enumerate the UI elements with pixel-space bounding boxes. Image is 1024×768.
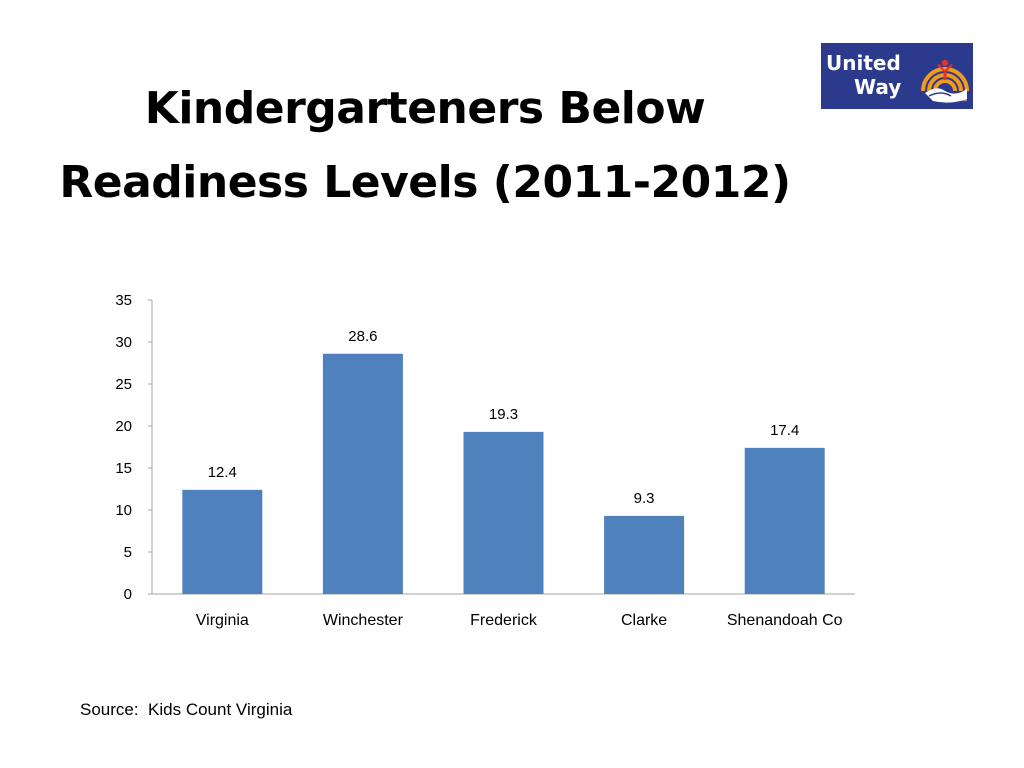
data-label: 19.3 (489, 406, 518, 423)
y-tick-label: 0 (124, 586, 132, 603)
slide-title: Kindergarteners Below Readiness Levels (… (20, 72, 830, 220)
united-way-logo: United Way ™ (821, 43, 973, 109)
united-way-emblem-icon (921, 59, 969, 103)
x-tick-label: Clarke (621, 612, 667, 629)
data-label: 28.6 (348, 328, 377, 345)
y-tick-label: 30 (115, 334, 132, 351)
y-tick-label: 25 (115, 376, 132, 393)
bar (463, 431, 544, 594)
x-tick-label: Frederick (470, 612, 538, 629)
bar (322, 353, 403, 594)
logo-trademark: ™ (961, 99, 967, 105)
y-tick-label: 15 (115, 460, 132, 477)
x-tick-label: Virginia (196, 612, 249, 629)
y-tick-label: 35 (115, 292, 132, 309)
y-tick-label: 10 (115, 502, 132, 519)
y-tick-label: 5 (124, 544, 132, 561)
logo-text-united: United (826, 51, 901, 75)
y-tick-label: 20 (115, 418, 132, 435)
bar (182, 489, 263, 594)
source-note: Source: Kids Count Virginia (80, 700, 293, 719)
x-tick-label: Shenandoah Co (727, 612, 843, 629)
logo-text-way: Way (854, 75, 902, 99)
x-tick-label: Winchester (323, 612, 404, 629)
bar (744, 447, 825, 594)
title-line-2: Readiness Levels (2011-2012) (59, 157, 791, 208)
data-label: 17.4 (770, 422, 799, 439)
title-line-1: Kindergarteners Below (144, 83, 706, 134)
data-label: 9.3 (634, 490, 655, 507)
data-label: 12.4 (208, 464, 237, 481)
bar (604, 515, 685, 594)
